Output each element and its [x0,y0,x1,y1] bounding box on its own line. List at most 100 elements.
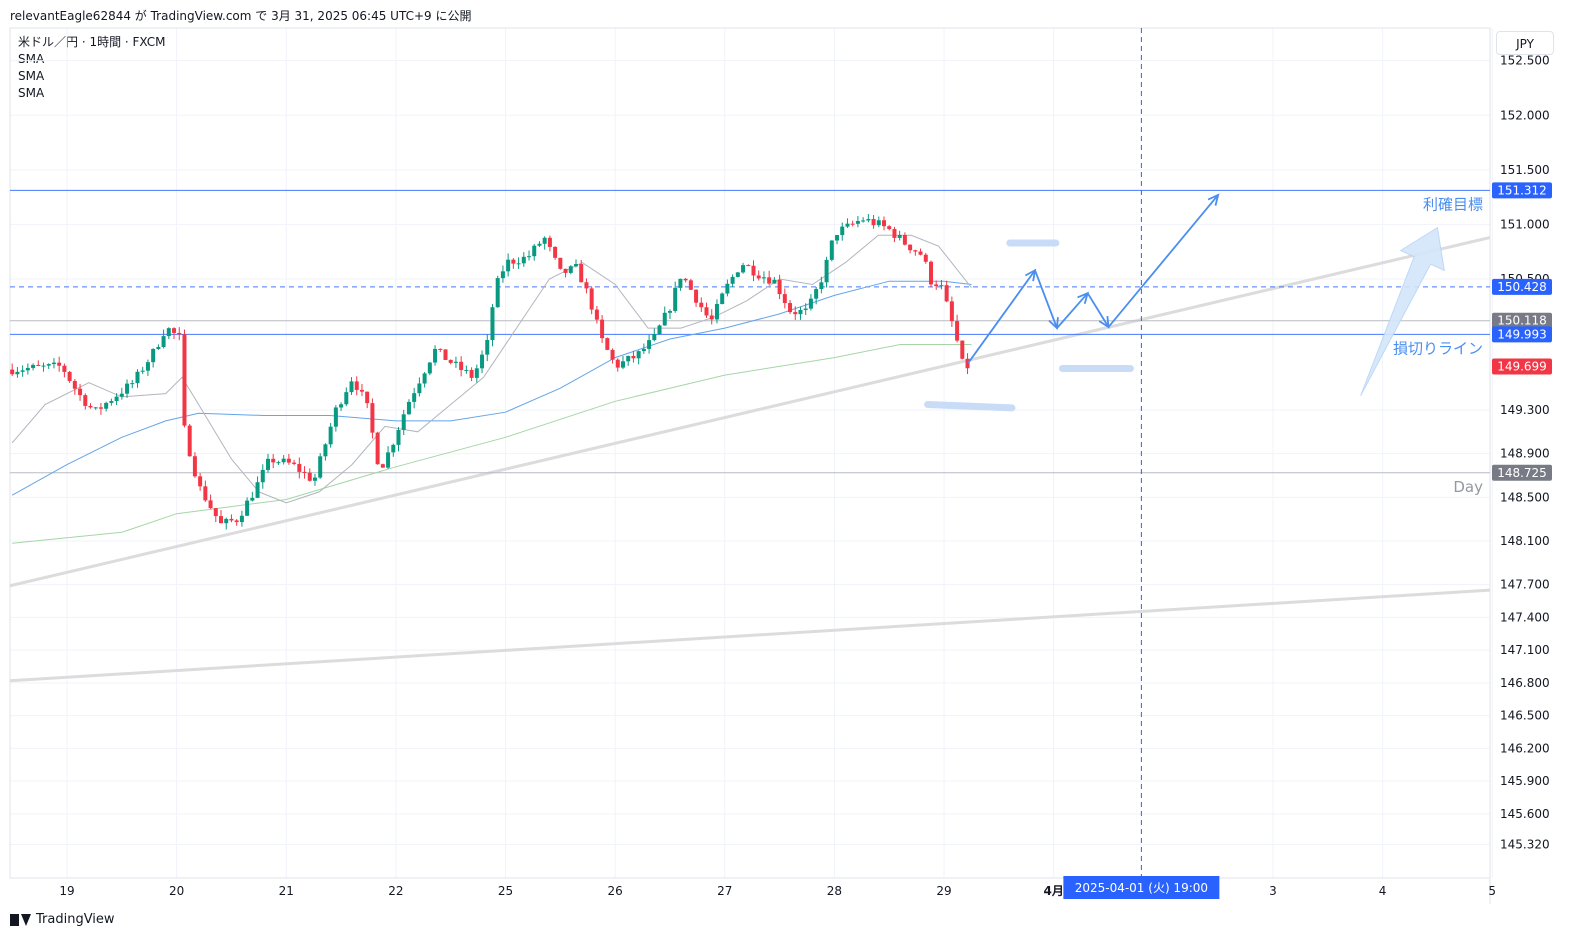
candle-body [83,395,88,406]
candle-body [469,369,474,378]
price-label: 150.428 [1497,280,1547,294]
symbol-title[interactable]: 米ドル／円 · 1時間 · FXCM [18,35,166,49]
indicator-sma-2[interactable]: SMA [18,69,45,83]
candle-body [574,264,579,267]
candle-body [36,364,41,366]
candle-body [720,293,725,304]
candle-body [944,285,949,302]
chart-legend: 米ドル／円 · 1時間 · FXCM SMA SMA SMA [18,34,166,102]
candle-body [636,351,641,359]
candle-body [448,359,453,363]
candle-body [563,268,568,273]
currency-button[interactable]: JPY [1496,31,1554,55]
horizontal-lines[interactable] [10,189,1490,474]
candle-body [125,383,130,394]
candle-body [594,309,599,320]
trendline [9,588,1491,683]
candle-body [104,402,109,409]
candle-body [803,308,808,310]
price-tick-label: 147.400 [1500,610,1550,624]
candle-body [704,307,709,316]
candle-body [709,315,714,320]
candle-body [730,276,735,284]
candle-body [62,365,67,372]
candle-body [386,452,391,468]
candle-body [746,265,751,267]
time-tick-label: 19 [59,884,74,898]
candle-body [678,278,683,288]
indicator-sma-3[interactable]: SMA [18,86,45,100]
trendlines[interactable] [9,236,1491,683]
price-tick-label: 147.100 [1500,643,1550,657]
forecast-arrowhead [1024,268,1037,282]
drawings[interactable] [924,193,1445,412]
candle-body [855,221,860,224]
footer-brand[interactable]: TradingView [10,912,115,927]
price-label-box [1492,312,1552,329]
time-tick-label: 26 [608,884,623,898]
candle-body [78,388,83,396]
line-label: 利確目標 [1423,195,1483,213]
candle-body [145,362,150,371]
candle-body [553,246,558,258]
forecast-arrowhead [1077,291,1090,305]
candle-body [887,226,892,230]
candle-body [939,285,944,287]
candle-body [777,279,782,295]
candle-body [714,303,719,320]
candle-body [480,354,485,369]
candle-body [761,277,766,279]
candle-body [219,516,224,524]
candle-body [829,240,834,260]
candle-body [161,336,166,348]
candle-body [198,476,203,487]
candle-body [41,365,46,367]
sma-fast-line [11,234,972,504]
candle-body [339,404,344,408]
indicator-sma-1[interactable]: SMA [18,52,45,66]
candle-body [558,257,563,269]
candle-body [537,243,542,246]
time-tick-label: 27 [717,884,732,898]
time-tick-label: 25 [498,884,513,898]
brand-name: TradingView [36,912,115,927]
highlight-bar [924,401,1016,412]
candle-body [396,429,401,445]
candle-body [349,381,354,393]
forecast-arrowhead [1207,193,1220,206]
time-tick-label: 4月 [1043,884,1063,898]
candle-body [532,245,537,257]
publish-attribution: relevantEagle62844 が TradingView.com で 3… [10,9,472,23]
candle-body [114,396,119,402]
candle-body [662,312,667,326]
time-tick-label: 29 [936,884,951,898]
candle-body [406,401,411,415]
candle-body [438,348,443,350]
candle-body [485,339,490,355]
candle-body [913,250,918,252]
candle-body [892,229,897,238]
candle-body [370,403,375,433]
candle-body [156,347,161,349]
candle-body [673,287,678,311]
candle-body [412,393,417,402]
candle-body [213,508,218,517]
candle-body [57,362,62,366]
candle-body [647,340,652,349]
price-label-box [1492,182,1552,199]
candle-body [490,307,495,340]
price-tick-label: 145.320 [1500,837,1550,851]
plot-frame [9,27,1491,879]
candle-body [443,349,448,360]
sma-slow-line [12,344,972,544]
candle-body [751,265,756,276]
price-tick-label: 149.300 [1500,403,1550,417]
forecast-arrowhead [1048,317,1059,331]
candle-body [871,219,876,226]
price-tick-label: 151.000 [1500,217,1550,231]
price-tick-label: 152.500 [1500,54,1550,68]
candle-body [135,371,140,384]
candle-body [354,381,359,390]
candle-body [610,349,615,360]
